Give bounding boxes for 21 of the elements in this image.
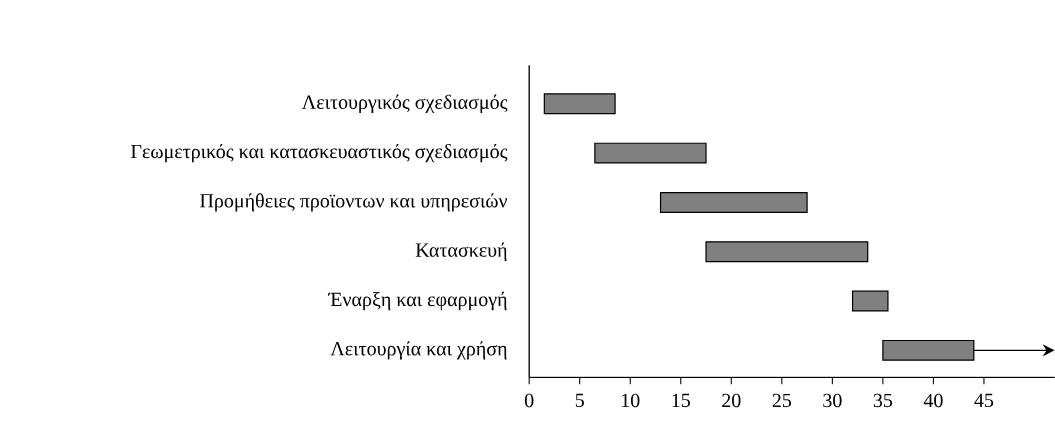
x-tick-label: 45 bbox=[974, 393, 994, 407]
x-tick-label: 20 bbox=[722, 393, 741, 407]
bar bbox=[705, 241, 869, 262]
x-tick-label: 40 bbox=[923, 393, 943, 407]
y-tick-label: Έναρξη και εφαρμογή bbox=[327, 291, 507, 310]
x-tick-label: 35 bbox=[873, 393, 893, 407]
x-tick-label: 10 bbox=[621, 393, 640, 407]
bar bbox=[543, 93, 616, 115]
x-tick-label: 15 bbox=[672, 393, 690, 407]
x-tick-label: 25 bbox=[772, 393, 792, 407]
x-tick-label: 30 bbox=[823, 393, 842, 407]
bar bbox=[851, 290, 889, 312]
bar bbox=[594, 142, 707, 164]
y-tick-label: Λειτουργικός σχεδιασμός bbox=[301, 94, 508, 113]
y-tick-label: Γεωμετρικός και κατασκευαστικός σχεδιασμός bbox=[131, 143, 508, 163]
y-tick-label: Προμήθειες προϊοντων και υπηρεσιών bbox=[200, 193, 508, 212]
x-tick-label: 5 bbox=[575, 393, 584, 407]
bar bbox=[659, 191, 808, 213]
y-tick-label: Λειτουργία και χρήση bbox=[330, 340, 507, 360]
x-tick-label: 0 bbox=[524, 393, 534, 407]
y-tick-label: Κατασκευή bbox=[415, 242, 507, 261]
